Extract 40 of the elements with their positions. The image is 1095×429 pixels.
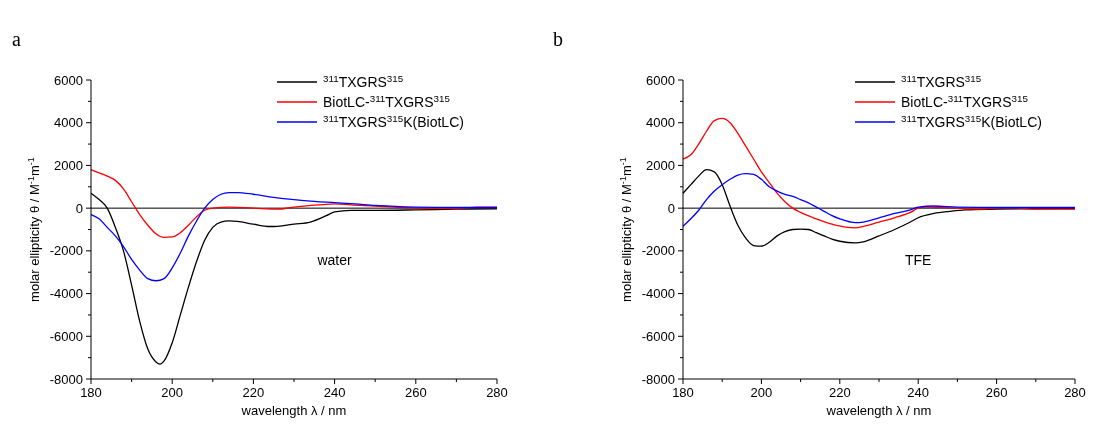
- y-tick-label: 2000: [646, 157, 675, 173]
- legend-label: BiotLC-$^{311}$TXGRS$^{315}$: [323, 92, 451, 110]
- y-tick-label: -4000: [49, 286, 83, 302]
- y-tick-label: -6000: [641, 328, 675, 344]
- y-tick-label: -2000: [49, 243, 83, 259]
- y-tick-label: 2000: [54, 157, 83, 173]
- y-tick-label: 0: [667, 200, 675, 216]
- y-tick-label: -4000: [641, 286, 675, 302]
- x-tick-label: 240: [907, 385, 930, 400]
- x-tick-label: 180: [672, 385, 694, 400]
- x-tick-label: 240: [323, 385, 346, 400]
- x-tick-label: 180: [80, 385, 102, 400]
- y-tick-label: -8000: [641, 371, 675, 387]
- x-tick-label: 220: [828, 385, 851, 400]
- chart-title: a: [12, 28, 21, 50]
- y-tick-label: 4000: [54, 115, 83, 131]
- x-tick-label: 280: [1064, 385, 1086, 400]
- x-axis-title: wavelength λ / nm: [825, 403, 932, 418]
- y-tick-label: 4000: [646, 115, 675, 131]
- legend-label: $^{311}$TXGRS$^{315}$: [323, 72, 404, 90]
- legend-label: $^{311}$TXGRS$^{315}$: [901, 72, 982, 90]
- y-tick-label: 0: [75, 200, 83, 216]
- x-axis-title: wavelength λ / nm: [240, 403, 347, 418]
- chart-title: b: [553, 28, 563, 50]
- y-tick-label: -8000: [49, 371, 83, 387]
- legend-label: BiotLC-$^{311}$TXGRS$^{315}$: [901, 92, 1029, 110]
- x-tick-label: 260: [985, 385, 1008, 400]
- x-tick-label: 200: [750, 385, 773, 400]
- y-tick-label: 6000: [54, 72, 83, 88]
- x-tick-label: 200: [161, 385, 184, 400]
- y-tick-label: -2000: [641, 243, 675, 259]
- annotation: water: [316, 252, 353, 269]
- annotation: TFE: [904, 252, 932, 269]
- x-tick-label: 220: [242, 385, 265, 400]
- x-tick-label: 280: [486, 385, 508, 400]
- legend-label: $^{311}$TXGRS$^{315}$K(BiotLC): [901, 112, 1042, 130]
- y-tick-label: 6000: [646, 72, 675, 88]
- legend-label: $^{311}$TXGRS$^{315}$K(BiotLC): [323, 112, 464, 130]
- y-tick-label: -6000: [49, 328, 83, 344]
- x-tick-label: 260: [404, 385, 427, 400]
